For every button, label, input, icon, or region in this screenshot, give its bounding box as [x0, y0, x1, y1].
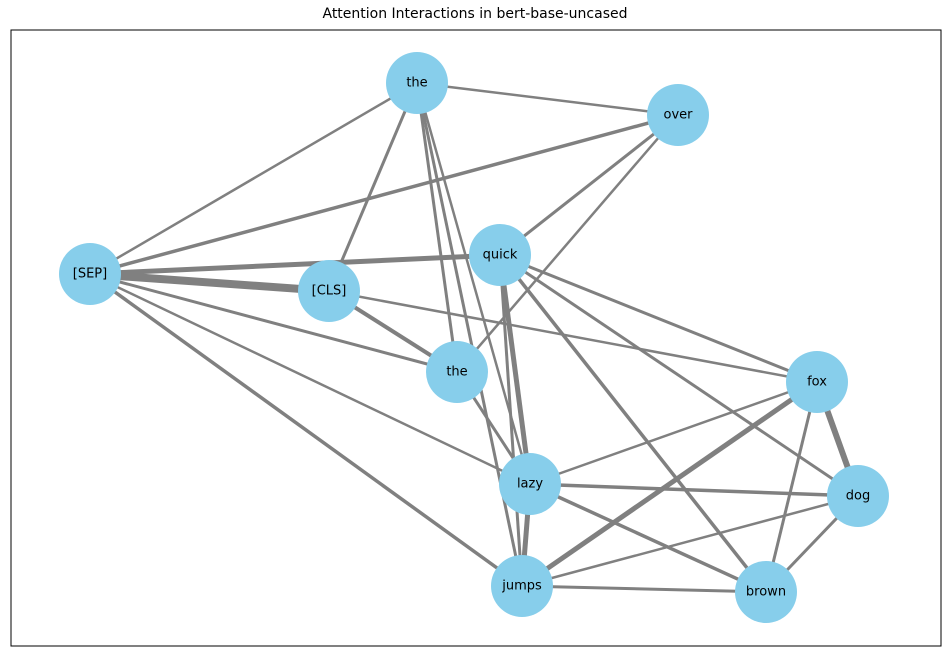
node-circle — [386, 52, 448, 114]
node-circle — [786, 351, 848, 413]
node-circle — [499, 453, 561, 515]
edge-quick-lazy — [497, 254, 533, 485]
node-label: quick — [483, 248, 518, 263]
plot-frame — [10, 29, 942, 647]
edge-lazy-dog — [529, 482, 859, 498]
edge-the_top-jumps — [415, 82, 524, 587]
node-over: over — [647, 84, 709, 146]
edge-lazy-brown — [529, 482, 767, 594]
node-cls: [CLS] — [298, 260, 360, 322]
node-circle — [735, 561, 797, 623]
edge-the_top-the_mid — [415, 82, 459, 373]
edge-the_top-sep — [89, 81, 418, 276]
edge-sep-lazy — [89, 272, 531, 486]
edge-quick-jumps — [498, 254, 524, 587]
node-label: jumps — [501, 579, 542, 594]
edge-fox-jumps — [520, 379, 819, 589]
node-the_mid: the — [426, 341, 488, 403]
edge-sep-the_mid — [89, 272, 458, 374]
node-label: lazy — [517, 477, 543, 492]
node-label: [CLS] — [312, 284, 347, 299]
node-circle — [827, 465, 889, 527]
edge-over-sep — [89, 113, 679, 276]
edge-quick-brown — [498, 253, 768, 594]
edge-jumps-dog — [521, 494, 859, 588]
node-circle — [426, 341, 488, 403]
node-circle — [647, 84, 709, 146]
node-label: brown — [746, 585, 786, 600]
edge-sep-jumps — [88, 272, 524, 588]
edge-jumps-brown — [521, 584, 767, 594]
edge-the_top-over — [416, 81, 679, 117]
node-circle — [469, 224, 531, 286]
edge-cls-fox — [328, 289, 818, 384]
node-lazy: lazy — [499, 453, 561, 515]
edge-over-quick — [499, 113, 679, 257]
edge-sep-cls — [89, 270, 330, 295]
edge-the_top-lazy — [415, 82, 532, 485]
node-label: the — [446, 365, 467, 380]
edge-the_top-cls — [327, 82, 419, 292]
edges-layer — [88, 81, 861, 594]
nodes-layer: the over [SEP] quick [CLS] the fox lazy dog jumps… — [59, 52, 889, 623]
node-label: the — [406, 76, 427, 91]
node-circle — [59, 243, 121, 305]
edge-fox-lazy — [529, 380, 818, 486]
node-label: fox — [807, 375, 827, 390]
node-the_top: the — [386, 52, 448, 114]
chart-title: Attention Interactions in bert-base-unca… — [322, 6, 628, 22]
node-circle — [491, 555, 553, 617]
node-label: dog — [846, 489, 870, 504]
node-circle — [298, 260, 360, 322]
node-dog: dog — [827, 465, 889, 527]
node-jumps: jumps — [491, 555, 553, 617]
edge-fox-brown — [764, 381, 819, 593]
node-fox: fox — [786, 351, 848, 413]
node-quick: quick — [469, 224, 531, 286]
node-brown: brown — [735, 561, 797, 623]
edge-quick-fox — [499, 253, 818, 384]
node-label: over — [664, 108, 694, 123]
node-sep: [SEP] — [59, 243, 121, 305]
edge-over-the_mid — [456, 114, 679, 373]
node-label: [SEP] — [73, 267, 107, 282]
edge-sep-quick — [89, 252, 501, 277]
